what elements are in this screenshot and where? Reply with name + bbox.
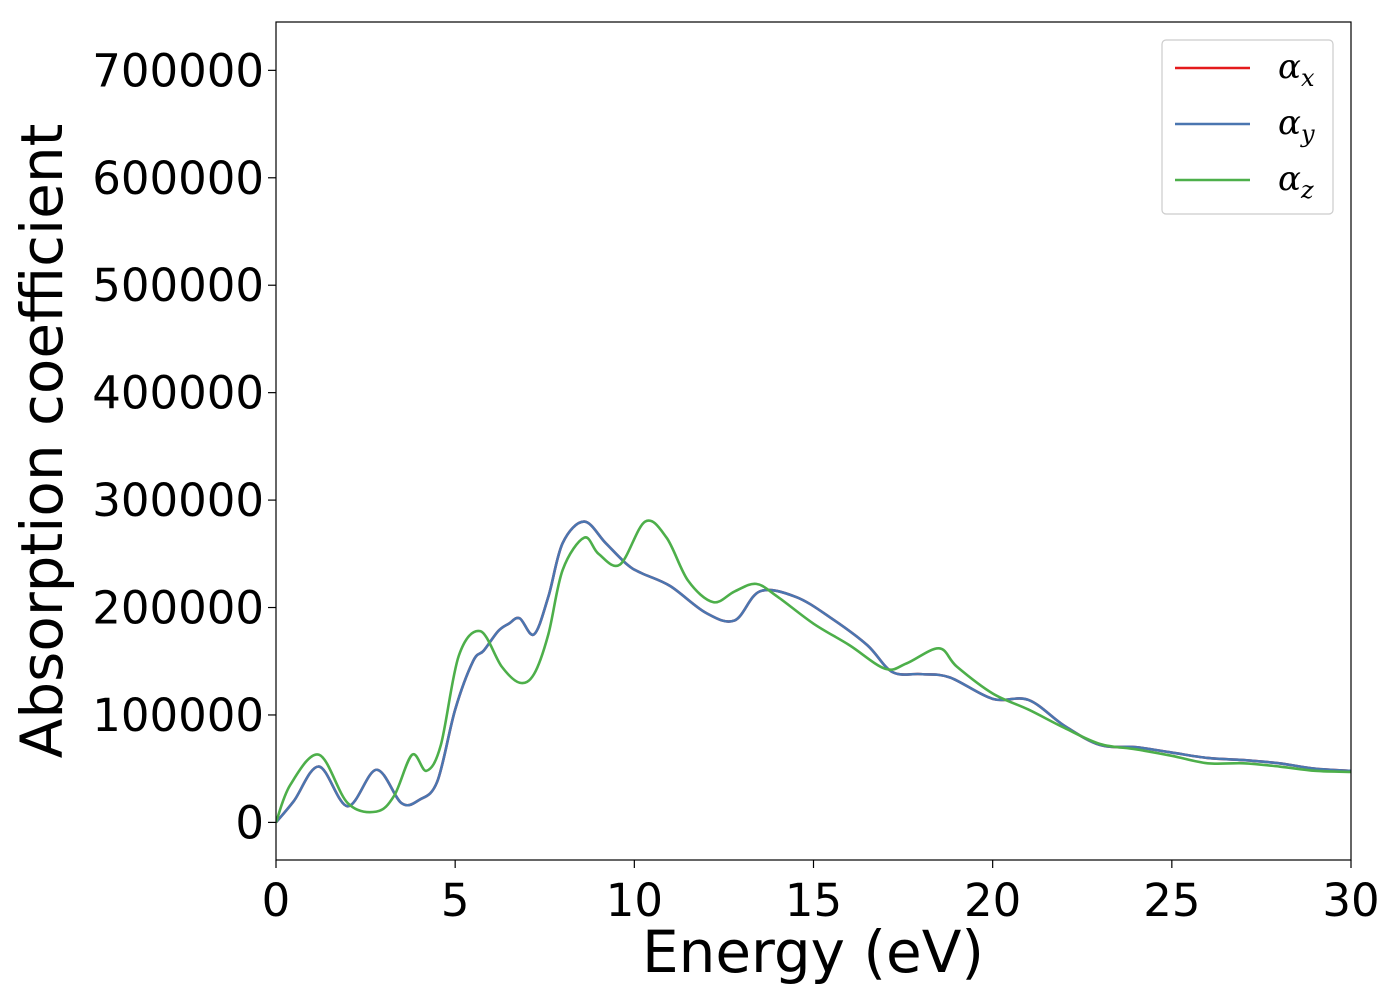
y-tick-label: 100000 xyxy=(92,689,264,742)
series-layer xyxy=(276,519,1351,824)
legend-label-z: αz xyxy=(1278,159,1314,204)
y-axis-label: Absorption coefficient xyxy=(8,124,76,759)
y-tick-label: 500000 xyxy=(92,259,264,312)
y-tick-label: 300000 xyxy=(92,474,264,527)
x-tick-label: 10 xyxy=(606,874,663,927)
y-tick-label: 600000 xyxy=(92,152,264,205)
series-line-z xyxy=(276,519,1351,823)
x-axis: 0 5 10 15 20 25 30 xyxy=(262,860,1380,927)
x-tick-label: 0 xyxy=(262,874,291,927)
x-tick-label: 5 xyxy=(441,874,470,927)
legend-label-x: αx xyxy=(1278,47,1315,92)
legend-box xyxy=(1161,39,1334,215)
y-axis: 0 100000 200000 300000 400000 500000 600000 700… xyxy=(92,44,276,849)
y-tick-label: 200000 xyxy=(92,582,264,635)
legend-label-y: αy xyxy=(1278,103,1315,148)
x-tick-label: 20 xyxy=(964,874,1021,927)
x-tick-label: 15 xyxy=(785,874,842,927)
y-tick-label: 700000 xyxy=(92,44,264,97)
x-tick-label: 30 xyxy=(1322,874,1379,927)
y-tick-label: 400000 xyxy=(92,367,264,420)
y-tick-label: 0 xyxy=(235,796,264,849)
x-axis-label: Energy (eV) xyxy=(642,918,984,986)
legend: αx αy αz xyxy=(1161,39,1334,215)
x-tick-label: 25 xyxy=(1143,874,1200,927)
